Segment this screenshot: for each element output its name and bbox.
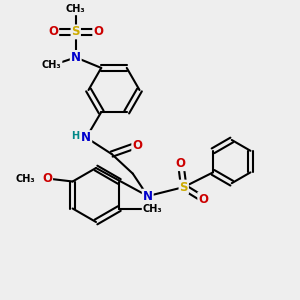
Text: N: N [71,51,81,64]
Text: O: O [42,172,52,185]
Text: H: H [71,131,79,141]
Text: O: O [176,157,186,170]
Text: CH₃: CH₃ [142,203,162,214]
Text: CH₃: CH₃ [16,173,35,184]
Text: O: O [93,26,103,38]
Text: N: N [81,131,91,144]
Text: N: N [143,190,153,202]
Text: CH₃: CH₃ [42,60,62,70]
Text: CH₃: CH₃ [66,4,86,14]
Text: O: O [132,139,142,152]
Text: O: O [48,26,58,38]
Text: O: O [198,193,208,206]
Text: S: S [179,181,188,194]
Text: S: S [71,26,80,38]
